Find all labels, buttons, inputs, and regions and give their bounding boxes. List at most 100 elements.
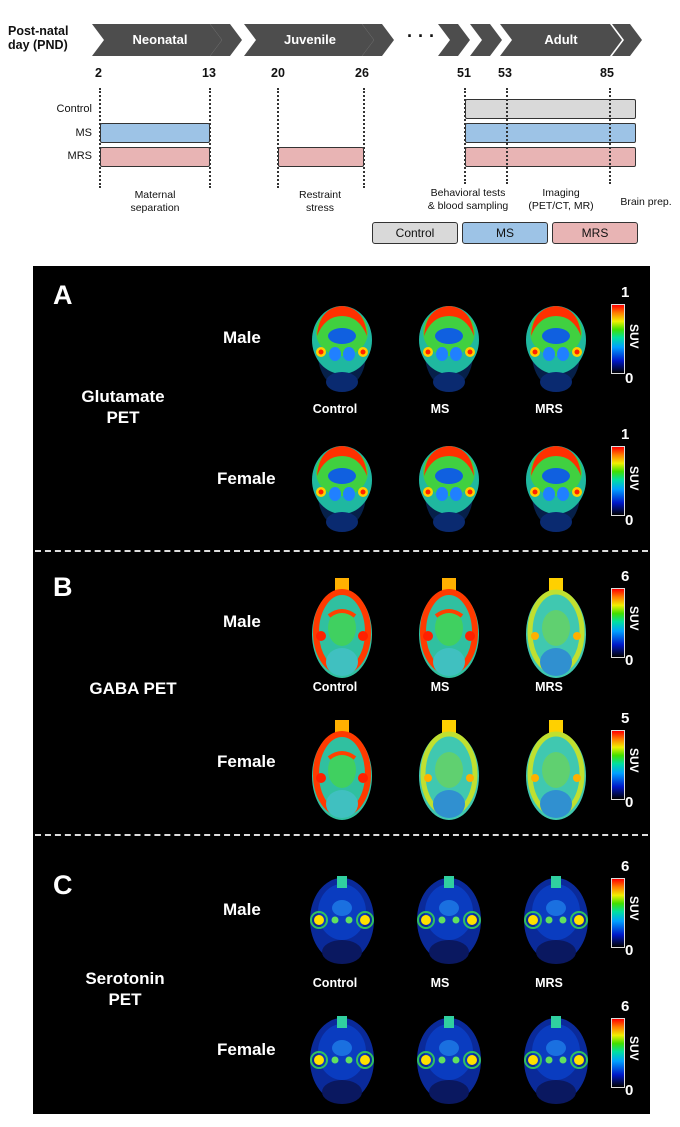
modality-line: Serotonin <box>85 969 165 988</box>
pet-image-gaba-female-control <box>307 718 377 833</box>
colorbar-max-c-male: 6 <box>621 858 630 875</box>
group-label-mrs: MRS <box>535 680 563 694</box>
maternal-separation-label: Maternal separation <box>110 189 200 215</box>
panel-label-a: A <box>53 280 73 310</box>
group-label-ms: MS <box>430 976 450 990</box>
legend-ms: MS <box>462 222 548 244</box>
pet-image-gaba-female-ms <box>414 718 484 833</box>
panel-separator <box>35 550 648 552</box>
day-marker-line <box>209 88 211 188</box>
annotation-line: stress <box>305 202 334 214</box>
row-label-mrs: MRS <box>67 150 92 162</box>
colorbar-max-b-male: 6 <box>621 568 630 585</box>
pet-image-gaba-female-mrs <box>521 718 591 833</box>
panel-label-b: B <box>53 572 73 602</box>
modality-line: Glutamate <box>81 387 165 406</box>
timeline-axis-title: Post-natal day (PND) <box>8 24 68 52</box>
colorbar-max-a-female: 1 <box>621 426 630 443</box>
modality-label-a: Glutamate PET <box>63 386 183 428</box>
group-label-ms: MS <box>430 402 450 416</box>
behavioral-tests-label: Behavioral tests & blood sampling <box>416 187 520 213</box>
annotation-line: (PET/CT, MR) <box>528 200 594 212</box>
group-label-control: Control <box>312 402 358 416</box>
colorbar-unit: SUV <box>627 896 641 921</box>
stage-arrow-neonatal <box>92 24 222 56</box>
annotation-line: & blood sampling <box>427 200 509 212</box>
day-label: 26 <box>355 66 369 80</box>
colorbar-b-male <box>611 588 625 658</box>
stage-arrow-adult <box>500 24 622 56</box>
pet-figure-panel: A Male Female Glutamate PET Control MS M… <box>33 266 650 1114</box>
day-label: 2 <box>95 66 102 80</box>
row-label-ms: MS <box>75 127 93 139</box>
pet-image-glutamate-female-ms <box>414 436 484 541</box>
modality-line: GABA PET <box>89 679 177 698</box>
day-marker-line <box>609 88 611 184</box>
day-label: 13 <box>202 66 216 80</box>
chevron-arrow <box>470 24 502 56</box>
annotation-line: Behavioral tests <box>430 187 506 199</box>
annotation-line: separation <box>130 202 180 214</box>
colorbar-min: 0 <box>625 652 634 669</box>
pet-image-glutamate-male-control <box>307 296 377 401</box>
colorbar-b-female <box>611 730 625 800</box>
pet-image-serotonin-female-control <box>307 1002 377 1117</box>
colorbar-max-c-female: 6 <box>621 998 630 1015</box>
group-label-control: Control <box>312 680 358 694</box>
chevron-arrow <box>362 24 394 56</box>
pet-image-serotonin-female-ms <box>414 1002 484 1117</box>
chevron-arrow <box>210 24 242 56</box>
pet-image-glutamate-female-mrs <box>521 436 591 541</box>
stage-arrows <box>92 24 642 56</box>
female-label-c: Female <box>217 1040 276 1059</box>
panel-label-c: C <box>53 870 73 900</box>
day-marker-line <box>363 88 365 188</box>
panel-separator <box>35 834 648 836</box>
legend-control: Control <box>372 222 458 244</box>
chevron-arrow <box>612 24 642 56</box>
colorbar-unit: SUV <box>627 466 641 491</box>
modality-line: PET <box>108 990 142 1009</box>
imaging-label: Imaging (PET/CT, MR) <box>518 187 604 213</box>
pet-image-glutamate-female-control <box>307 436 377 541</box>
colorbar-unit: SUV <box>627 1036 641 1061</box>
day-marker-line <box>277 88 279 188</box>
pet-image-gaba-male-control <box>307 576 377 691</box>
colorbar-a-female <box>611 446 625 516</box>
pet-image-serotonin-male-ms <box>414 862 484 977</box>
male-label-a: Male <box>223 328 261 347</box>
stage-arrow-juvenile <box>244 24 374 56</box>
ms-separation-bar <box>100 123 210 143</box>
row-label-control: Control <box>56 103 92 115</box>
annotation-line: Restraint <box>298 189 341 201</box>
pet-image-glutamate-male-ms <box>414 296 484 401</box>
legend-mrs: MRS <box>552 222 638 244</box>
day-marker-line <box>464 88 466 184</box>
male-label-b: Male <box>223 612 261 631</box>
colorbar-min: 0 <box>625 1082 634 1099</box>
pet-image-gaba-male-mrs <box>521 576 591 691</box>
group-label-ms: MS <box>430 680 450 694</box>
colorbar-min: 0 <box>625 512 634 529</box>
mrs-restraint-bar <box>278 147 364 167</box>
group-label-mrs: MRS <box>535 976 563 990</box>
modality-label-c: Serotonin PET <box>65 968 185 1010</box>
colorbar-min: 0 <box>625 942 634 959</box>
colorbar-max-b-female: 5 <box>621 710 630 727</box>
restraint-stress-label: Restraint stress <box>285 189 355 215</box>
day-label: 20 <box>271 66 285 80</box>
modality-label-b: GABA PET <box>73 678 193 699</box>
day-label: 85 <box>600 66 614 80</box>
pet-image-serotonin-male-mrs <box>521 862 591 977</box>
day-marker-line <box>99 88 101 188</box>
annotation-line: Maternal <box>134 189 176 201</box>
pet-image-glutamate-male-mrs <box>521 296 591 401</box>
pet-image-serotonin-female-mrs <box>521 1002 591 1117</box>
stage-label-adult: Adult <box>544 32 578 47</box>
stage-ellipsis: · · · <box>407 26 435 46</box>
colorbar-max-a-male: 1 <box>621 284 630 301</box>
timeline-title-line1: Post-natal <box>8 24 69 38</box>
colorbar-min: 0 <box>625 794 634 811</box>
colorbar-a-male <box>611 304 625 374</box>
group-label-mrs: MRS <box>535 402 563 416</box>
